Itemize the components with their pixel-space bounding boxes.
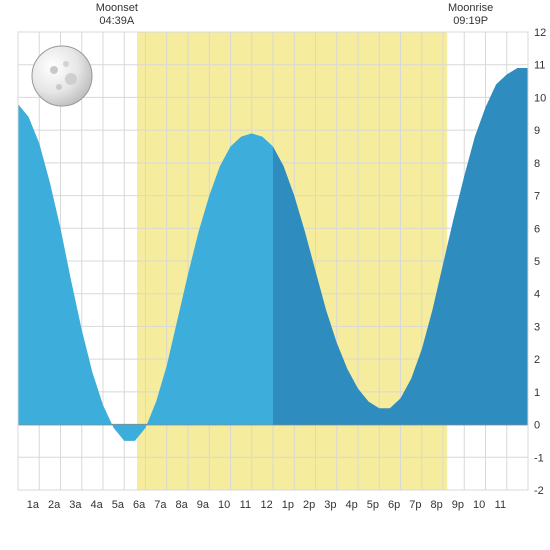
- svg-text:1a: 1a: [27, 499, 40, 511]
- svg-text:3a: 3a: [69, 499, 82, 511]
- svg-text:11: 11: [240, 499, 251, 511]
- svg-text:10: 10: [534, 92, 546, 104]
- svg-text:10: 10: [473, 499, 485, 511]
- svg-text:3: 3: [534, 321, 540, 333]
- svg-text:1p: 1p: [282, 499, 294, 511]
- svg-text:9: 9: [534, 125, 540, 137]
- svg-text:5a: 5a: [112, 499, 125, 511]
- svg-text:4p: 4p: [346, 499, 358, 511]
- moonset-title: Moonset: [96, 2, 138, 14]
- svg-text:0: 0: [534, 420, 540, 432]
- svg-text:4a: 4a: [91, 499, 104, 511]
- svg-text:-2: -2: [534, 485, 544, 497]
- svg-text:7p: 7p: [409, 499, 421, 511]
- svg-text:10: 10: [218, 499, 230, 511]
- svg-text:6p: 6p: [388, 499, 400, 511]
- svg-text:5p: 5p: [367, 499, 379, 511]
- svg-text:5: 5: [534, 256, 540, 268]
- svg-text:4: 4: [534, 289, 540, 301]
- svg-text:8a: 8a: [176, 499, 189, 511]
- svg-text:11: 11: [495, 499, 506, 511]
- svg-text:9p: 9p: [452, 499, 464, 511]
- svg-text:8p: 8p: [431, 499, 443, 511]
- svg-text:11: 11: [534, 60, 545, 72]
- moonrise-time: 09:19P: [453, 15, 488, 27]
- tide-chart: -2-101234567891011121a2a3a4a5a6a7a8a9a10…: [0, 0, 550, 550]
- svg-text:3p: 3p: [324, 499, 336, 511]
- moonrise-label: Moonrise 09:19P: [441, 2, 501, 28]
- svg-text:12: 12: [534, 27, 546, 39]
- svg-text:8: 8: [534, 158, 540, 170]
- svg-text:7a: 7a: [154, 499, 167, 511]
- chart-svg: -2-101234567891011121a2a3a4a5a6a7a8a9a10…: [0, 0, 550, 550]
- moonset-label: Moonset 04:39A: [87, 2, 147, 28]
- svg-text:1: 1: [534, 387, 540, 399]
- moonset-time: 04:39A: [99, 15, 134, 27]
- svg-text:12: 12: [261, 499, 273, 511]
- moon-icon: [32, 46, 92, 106]
- svg-text:7: 7: [534, 191, 540, 203]
- svg-text:6a: 6a: [133, 499, 146, 511]
- svg-text:2a: 2a: [48, 499, 61, 511]
- svg-text:-1: -1: [534, 452, 544, 464]
- svg-text:2p: 2p: [303, 499, 315, 511]
- svg-text:6: 6: [534, 223, 540, 235]
- svg-text:2: 2: [534, 354, 540, 366]
- svg-text:9a: 9a: [197, 499, 210, 511]
- moonrise-title: Moonrise: [448, 2, 493, 14]
